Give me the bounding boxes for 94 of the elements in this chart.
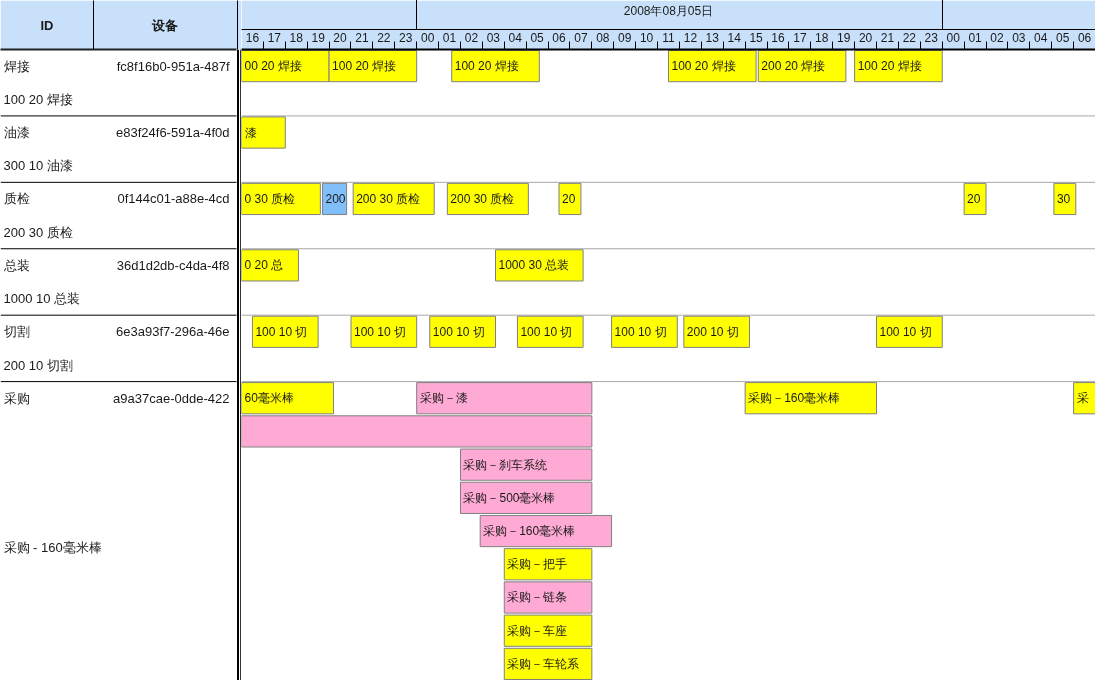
- series-label: 60毫米棒: [244, 391, 294, 406]
- x-tick-label: 19: [311, 30, 326, 45]
- series-label: 漆: [244, 125, 257, 140]
- text: a9a37cae-0dde-422: [113, 390, 230, 406]
- text: ID: [40, 17, 54, 33]
- series-label: 采购－500毫米棒: [463, 490, 556, 505]
- series-label: 采购－链条: [507, 590, 568, 605]
- series-label: 采购－车座: [507, 623, 568, 638]
- text: 焊接: [3, 58, 30, 74]
- series-label: 200 30 质检: [356, 191, 421, 206]
- series-label: 采购－160毫米棒: [483, 524, 576, 539]
- x-tick-label: 06: [552, 30, 567, 45]
- x-tick-label: 22: [902, 30, 917, 45]
- x-tick-label: 16: [771, 30, 785, 45]
- series-label: 200 10 切: [686, 324, 739, 339]
- x-tick-label: 23: [924, 30, 939, 45]
- series-label: 00 20 焊接: [244, 59, 302, 74]
- series-label: 200 30 质检: [450, 191, 515, 206]
- x-tick-label: 13: [705, 30, 720, 45]
- text: 设备: [151, 17, 178, 33]
- series-label: 采购－160毫米棒: [748, 391, 841, 406]
- x-tick-label: 23: [399, 30, 413, 45]
- series-label: 100 10 切: [520, 324, 573, 339]
- text: 采购: [3, 390, 30, 406]
- text: 100 20 焊接: [3, 91, 73, 107]
- series-label: 100 20 焊接: [332, 59, 397, 74]
- series-label: 20: [967, 192, 981, 207]
- series-label: 采: [1076, 391, 1089, 406]
- x-tick-label: 04: [508, 30, 523, 45]
- x-tick-label: 11: [662, 30, 676, 45]
- series-label: 采购－刹车系统: [463, 457, 548, 472]
- text: 切割: [3, 324, 30, 340]
- series-label: 0 20 总: [244, 258, 284, 273]
- x-tick-label: 05: [530, 30, 545, 45]
- text: fc8f16b0-951a-487f: [116, 58, 230, 74]
- text: 36d1d2db-c4da-4f8: [116, 257, 230, 273]
- series-label: 100 20 焊接: [857, 59, 922, 74]
- x-tick-label: 05: [1055, 30, 1070, 45]
- text: e83f24f6-591a-4f0d: [116, 125, 230, 141]
- x-tick-label: 02: [990, 30, 1004, 45]
- series-label: 100 10 切: [879, 324, 932, 339]
- series-label: 30: [1056, 192, 1071, 207]
- x-tick-label: 17: [267, 30, 282, 45]
- x-tick-label: 17: [793, 30, 807, 45]
- text: 质检: [3, 191, 30, 207]
- series-label: 200 20 焊接: [761, 59, 826, 74]
- x-tick-label: 01: [968, 30, 983, 45]
- x-tick-label: 21: [880, 30, 895, 45]
- x2-axis-title: 2008年08月05日: [623, 3, 714, 18]
- series-label: 200: [325, 192, 346, 207]
- series-label: 100 10 切: [614, 324, 667, 339]
- x-tick-label: 03: [1012, 30, 1026, 45]
- x-tick-label: 14: [727, 30, 742, 45]
- series-label: 100 10 切: [255, 324, 308, 339]
- x-tick-label: 01: [442, 30, 457, 45]
- x-tick-label: 22: [377, 30, 391, 45]
- x-tick-label: 15: [749, 30, 764, 45]
- series-label: 采购－把手: [507, 557, 568, 572]
- x-tick-label: 00: [420, 30, 435, 45]
- x-tick-label: 12: [683, 30, 698, 45]
- text: 300 10 油漆: [3, 158, 73, 174]
- text: 0f144c01-a88e-4cd: [117, 191, 230, 207]
- x-tick-label: 09: [618, 30, 632, 45]
- series-label: 20: [562, 192, 576, 207]
- text: 200 10 切割: [3, 357, 73, 373]
- x-tick-label: 03: [486, 30, 501, 45]
- text: 1000 10 总装: [3, 291, 81, 307]
- text: 采购 - 160毫米棒: [3, 540, 102, 556]
- x-tick-label: 18: [289, 30, 304, 45]
- series-label: 100 20 焊接: [671, 59, 736, 74]
- x-tick-label: 20: [858, 30, 873, 45]
- x-tick-label: 20: [333, 30, 348, 45]
- series-label: 1000 30 总装: [498, 258, 570, 273]
- series-label: 100 10 切: [432, 324, 485, 339]
- text: 总装: [2, 257, 30, 273]
- x-tick-label: 19: [837, 30, 851, 45]
- text: 200 30 质检: [3, 224, 73, 240]
- series-label: 0 30 质检: [244, 191, 296, 206]
- x-tick-label: 06: [1077, 30, 1092, 45]
- text: 油漆: [3, 125, 30, 141]
- x-tick-label: 21: [355, 30, 369, 45]
- x-tick-label: 16: [245, 30, 260, 45]
- x-tick-label: 18: [815, 30, 829, 45]
- series-label: 采购－车轮系: [507, 656, 580, 671]
- x-tick-label: 10: [639, 30, 654, 45]
- text: 6e3a93f7-296a-46e: [116, 324, 230, 340]
- x-tick-label: 08: [596, 30, 610, 45]
- x-tick-label: 07: [574, 30, 588, 45]
- x-tick-label: 04: [1034, 30, 1048, 45]
- x-tick-label: 00: [946, 30, 961, 45]
- series-label: 100 20 焊接: [454, 59, 519, 74]
- x-tick-label: 02: [464, 30, 479, 45]
- series-label: 100 10 切: [353, 324, 407, 339]
- series-label: 采购－漆: [419, 391, 468, 406]
